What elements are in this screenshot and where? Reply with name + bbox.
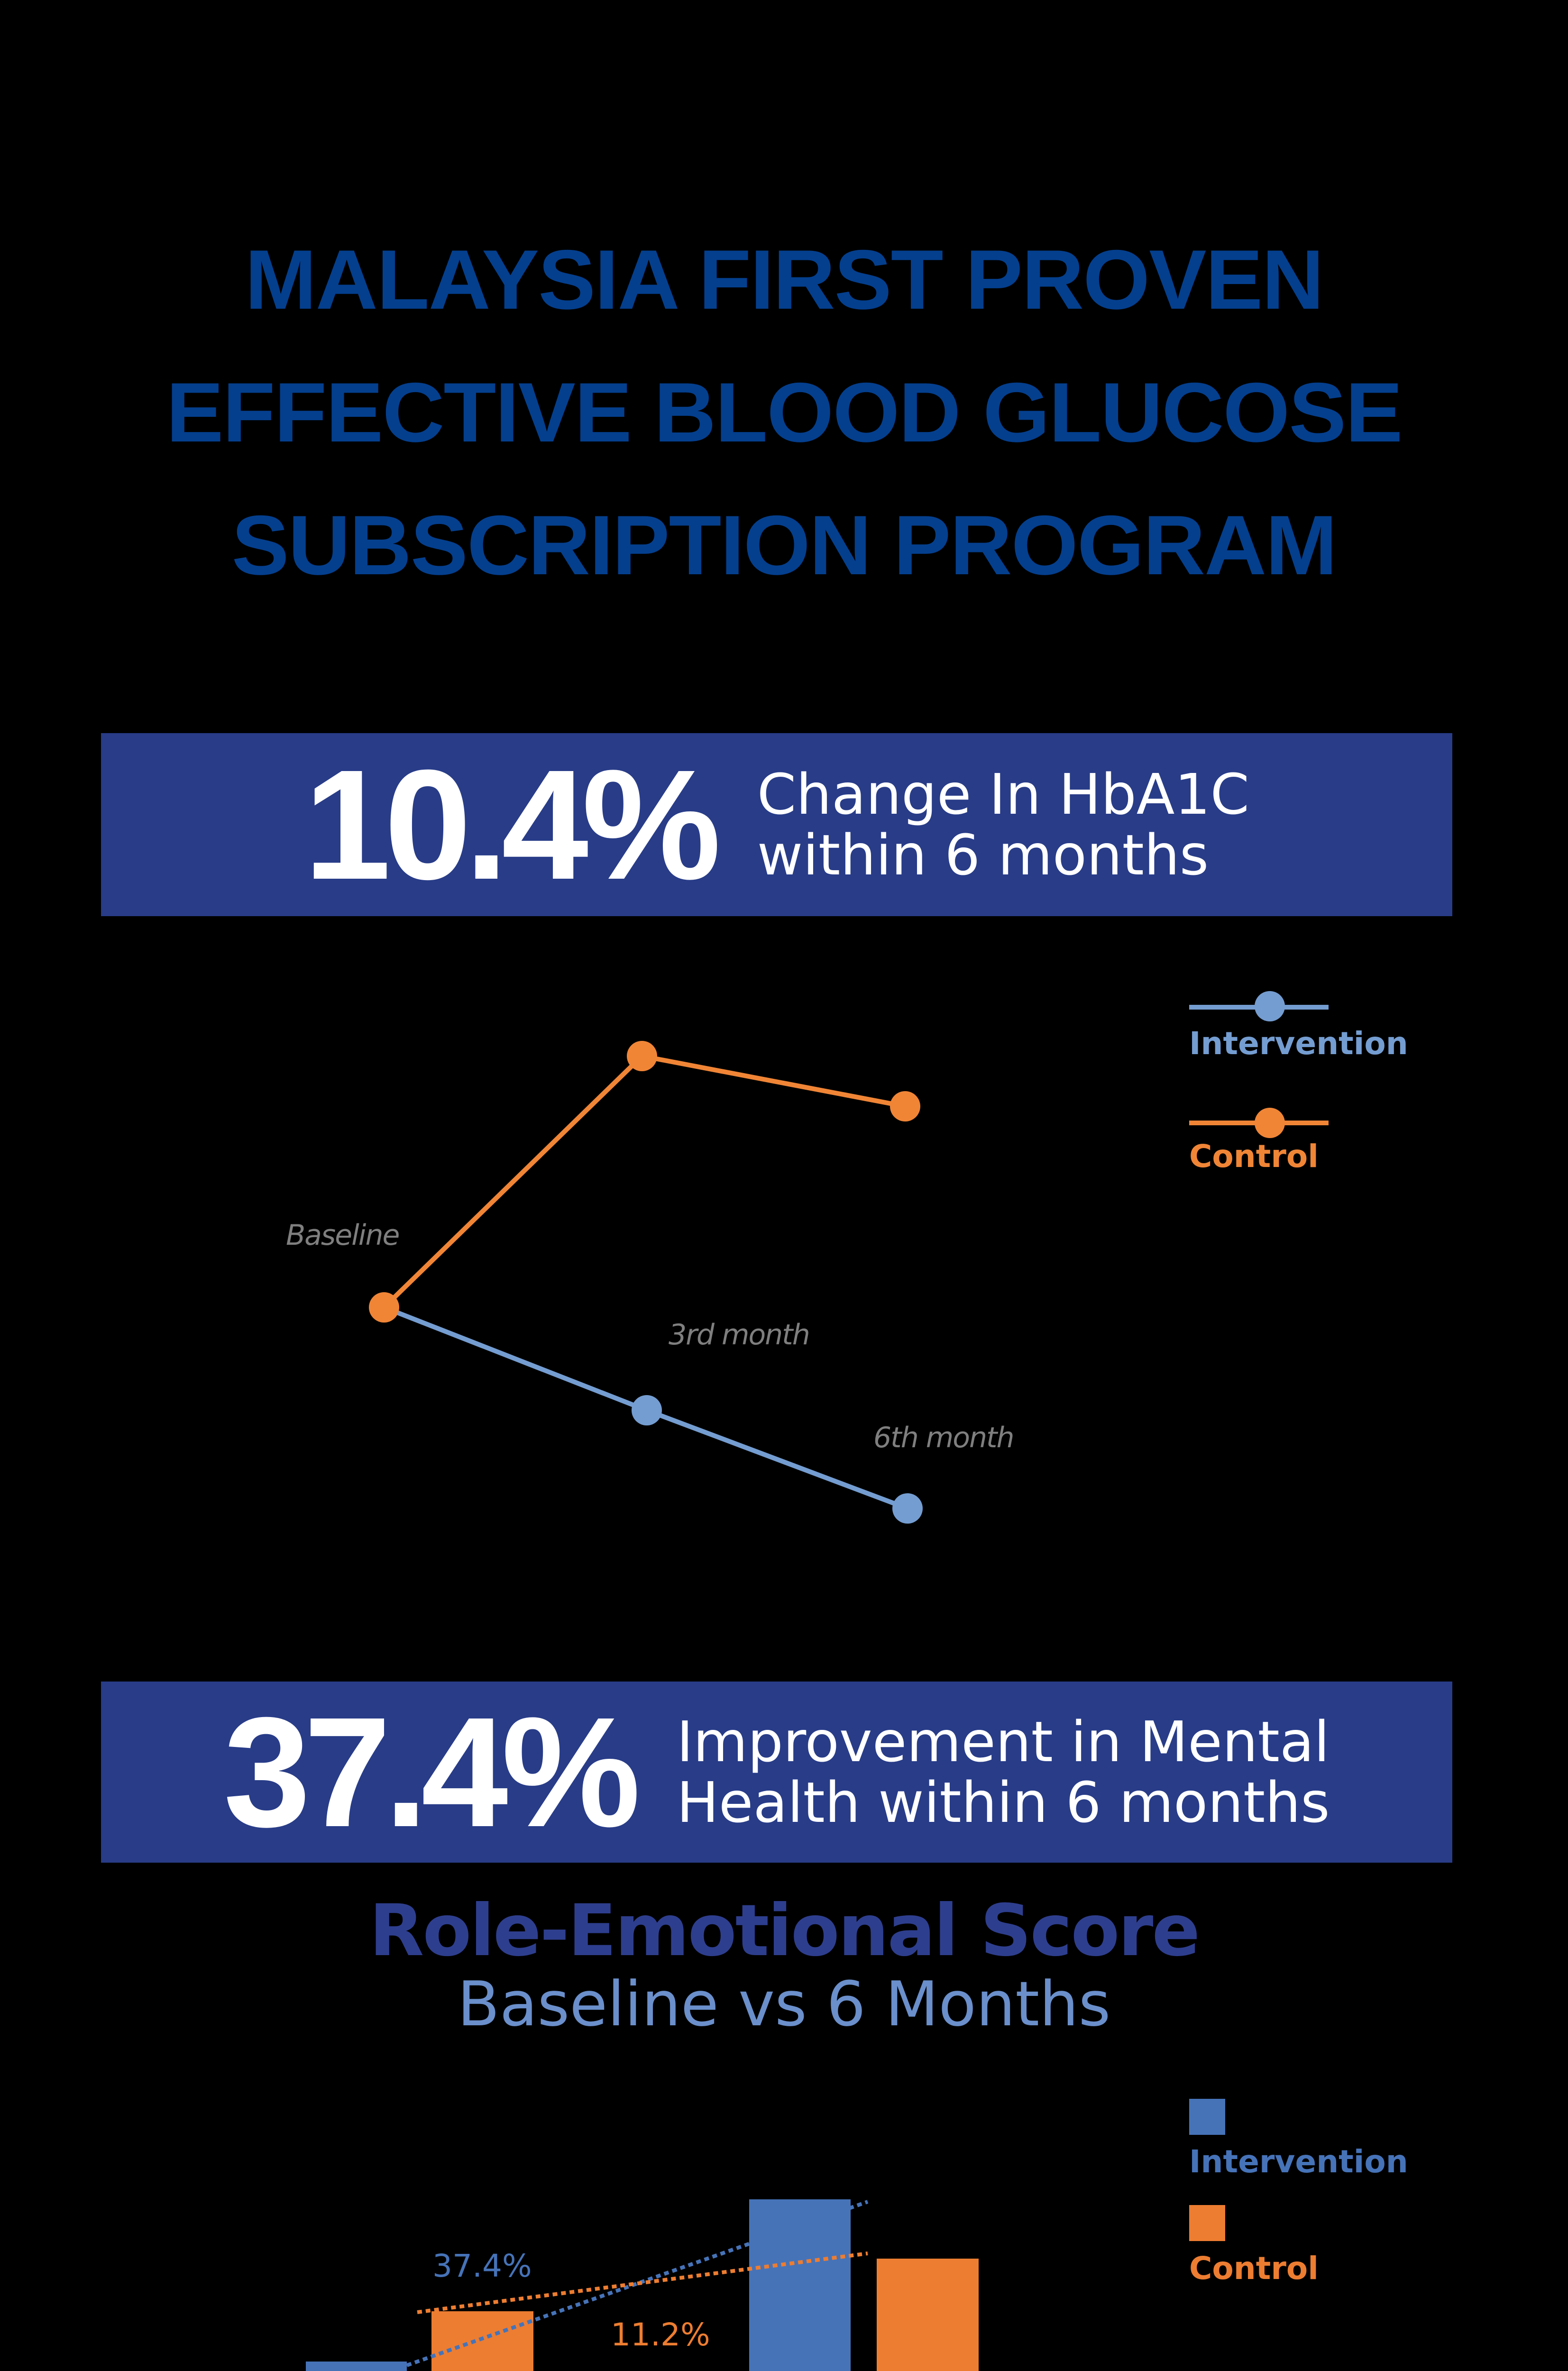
legend-right-control-label: Control <box>1189 2250 1319 2287</box>
control-line <box>382 1053 906 1309</box>
intervention-improvement-label: 37.4% <box>432 2248 532 2284</box>
control-point-3rd <box>627 1041 657 1071</box>
legend-right-intervention-swatch-icon <box>1189 2099 1225 2135</box>
title-line-1: MALAYSIA FIRST PROVEN <box>245 232 1324 327</box>
mental-desc-line-2: Health within 6 months <box>677 1770 1330 1835</box>
bar-chart-title: Role-Emotional Score <box>369 1890 1200 1972</box>
intervention-point-3rd <box>632 1395 662 1425</box>
mental-health-stat-description: Improvement in Mental Health within 6 mo… <box>677 1711 1330 1833</box>
trend-lines <box>406 2200 869 2367</box>
hba1c-desc-line-1: Change In HbA1C <box>757 762 1249 827</box>
legend-intervention-label: Intervention <box>1189 1025 1408 1062</box>
hba1c-desc-line-2: within 6 months <box>757 822 1209 888</box>
hba1c-stat-description: Change In HbA1C within 6 months <box>757 764 1249 885</box>
bar-6th-month-intervention <box>749 2199 851 2371</box>
bar-chart-subtitle: Baseline vs 6 Months <box>457 1968 1111 2040</box>
page-title: MALAYSIA FIRST PROVEN EFFECTIVE BLOOD GL… <box>0 213 1568 612</box>
intervention-point-6th <box>892 1493 923 1524</box>
intervention-trend-line <box>406 2200 869 2367</box>
bar-6th-month-control <box>877 2259 979 2371</box>
mental-health-stat-value: 37.4% <box>223 1684 641 1859</box>
hba1c-stat-banner: 10.4% Change In HbA1C within 6 months <box>101 733 1452 916</box>
control-trend-line <box>417 2252 868 2314</box>
control-point-6th <box>890 1091 920 1121</box>
baseline-point <box>369 1292 399 1323</box>
legend-intervention-marker-icon <box>1255 991 1285 1021</box>
legend-control-label: Control <box>1189 1138 1319 1175</box>
title-line-3: SUBSCRIPTION PROGRAM <box>231 498 1338 592</box>
point-label-6th-month: 6th month <box>873 1421 1015 1454</box>
title-line-2: EFFECTIVE BLOOD GLUCOSE <box>166 365 1403 459</box>
mental-desc-line-1: Improvement in Mental <box>677 1709 1330 1774</box>
legend-control-marker-icon <box>1255 1108 1285 1138</box>
hba1c-stat-value: 10.4% <box>304 737 721 912</box>
bar-baseline-intervention <box>306 2362 407 2371</box>
control-improvement-label: 11.2% <box>611 2316 710 2353</box>
point-label-baseline: Baseline <box>286 1219 400 1252</box>
bar-baseline-control <box>431 2311 533 2371</box>
point-label-3rd-month: 3rd month <box>669 1318 810 1351</box>
legend-right-intervention-label: Intervention <box>1189 2143 1408 2180</box>
mental-health-stat-banner: 37.4% Improvement in Mental Health withi… <box>101 1682 1452 1863</box>
legend-right-control-swatch-icon <box>1189 2205 1225 2241</box>
hba1c-line-chart <box>369 991 1329 1524</box>
